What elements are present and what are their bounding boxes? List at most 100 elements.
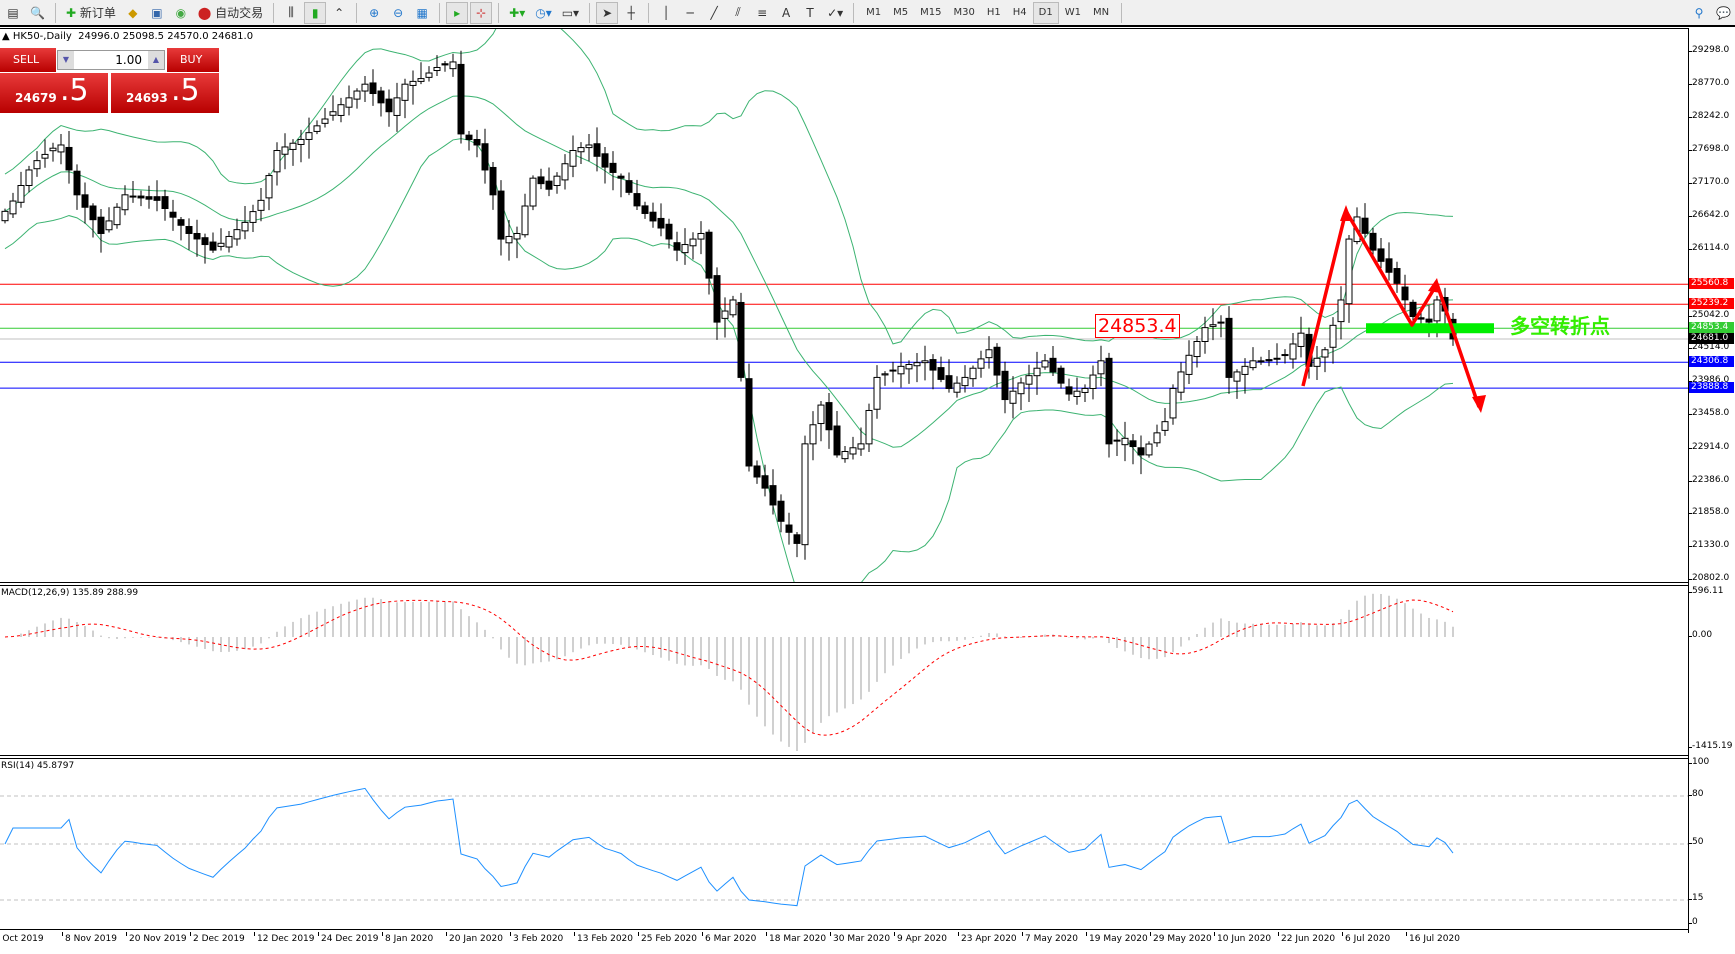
bollinger-upper <box>4 29 1454 345</box>
zoom-out-icon[interactable]: ⊖ <box>393 5 404 20</box>
separator <box>1121 2 1123 23</box>
buy-price-pip: .5 <box>171 73 200 108</box>
new-order-button[interactable]: ✚ 新订单 <box>62 2 120 24</box>
bull-candle <box>561 163 569 181</box>
rsi-panel[interactable]: RSI(14) 45.8797 <box>0 758 1688 930</box>
lot-input[interactable]: 1.00 <box>115 53 142 67</box>
auto-trading-button[interactable]: ⬤ 自动交易 <box>194 2 267 24</box>
bear-candle <box>1417 317 1425 320</box>
bear-candle <box>713 275 721 323</box>
bear-candle <box>609 162 617 173</box>
timeframe-d1[interactable]: D1 <box>1032 1 1059 24</box>
bear-candle <box>137 195 145 199</box>
chat-icon[interactable]: 💬 <box>1716 5 1731 20</box>
periods-icon[interactable]: ◷▾ <box>535 5 552 20</box>
price-chart-canvas <box>0 29 1688 582</box>
bear-candle <box>169 211 177 218</box>
bear-candle <box>593 143 601 157</box>
bull-candle <box>1257 360 1265 363</box>
bear-candle <box>945 375 953 389</box>
data-window-icon[interactable]: 🔍 <box>30 5 45 20</box>
bull-candle <box>1337 299 1345 323</box>
horizontal-line-icon[interactable]: ─ <box>686 5 694 20</box>
bar-chart-icon[interactable]: ⫼ <box>288 5 294 19</box>
auto-scroll-icon[interactable]: ▸ <box>446 1 469 24</box>
cursor-icon[interactable]: ➤ <box>596 1 619 24</box>
bear-candle <box>1129 440 1137 448</box>
price-axis[interactable]: 20802.0 21330.0 21858.0 22386.0 22914.0 23458… <box>1688 28 1735 933</box>
bull-candle <box>809 424 817 445</box>
sell-button[interactable]: SELL <box>0 48 56 72</box>
bull-candle <box>1201 327 1209 342</box>
bull-candle <box>817 404 825 425</box>
text-label-icon[interactable]: T <box>806 5 814 20</box>
tile-windows-icon[interactable]: ▦ <box>416 5 428 20</box>
vertical-line-icon[interactable]: │ <box>662 5 670 20</box>
bull-candle <box>241 221 249 232</box>
timeframe-h4[interactable]: H4 <box>1012 7 1027 18</box>
bear-candle <box>641 205 649 214</box>
signals-icon[interactable]: ◉ <box>175 5 187 20</box>
bull-candle <box>681 244 689 254</box>
timeframe-m5[interactable]: M5 <box>893 7 909 18</box>
bull-candle <box>337 104 345 116</box>
candlestick-chart-icon[interactable]: ▮ <box>304 1 327 24</box>
fibonacci-icon[interactable]: ≡ <box>757 5 768 20</box>
sell-price[interactable]: 24679.5 <box>0 73 108 113</box>
lot-stepper[interactable]: ▼ 1.00 ▲ <box>57 50 165 70</box>
separator <box>356 2 358 23</box>
price-tick: 26642.0 <box>1688 210 1730 221</box>
bull-candle <box>1193 340 1201 358</box>
search-icon[interactable]: ⚲ <box>1694 5 1704 20</box>
price-tick: 21858.0 <box>1688 507 1730 518</box>
bear-candle <box>1137 447 1145 456</box>
bull-candle <box>57 144 65 153</box>
bull-candle <box>977 358 985 369</box>
metaeditor-icon[interactable]: ◆ <box>128 5 138 20</box>
timeframe-h1[interactable]: H1 <box>986 7 1001 18</box>
timeframe-m1[interactable]: M1 <box>866 7 882 18</box>
bull-candle <box>329 111 337 116</box>
bull-candle <box>1273 357 1281 360</box>
price-label-box: 24853.4 <box>1095 314 1180 338</box>
bear-candle <box>601 153 609 168</box>
separator <box>648 2 650 23</box>
line-chart-icon[interactable]: ⌃ <box>334 5 345 20</box>
timeframe-bar: M1 M5 M15 M30 H1 H4 D1 W1 MN <box>860 1 1115 24</box>
rsi-scale-tick: 50 <box>1688 837 1704 847</box>
terminal-icon[interactable]: ▣ <box>151 5 163 20</box>
buy-label: BUY <box>180 53 203 66</box>
bull-candle <box>1145 443 1153 456</box>
buy-button[interactable]: BUY <box>167 48 219 72</box>
templates-icon[interactable]: ▭▾ <box>561 5 580 20</box>
lot-decrease-icon[interactable]: ▼ <box>58 51 74 69</box>
lot-increase-icon[interactable]: ▲ <box>148 51 164 69</box>
date-tick: 2 Dec 2019 <box>190 932 245 944</box>
bear-candle <box>457 63 465 135</box>
bull-candle <box>1321 349 1329 358</box>
buy-price[interactable]: 24693.5 <box>111 73 219 113</box>
price-chart[interactable]: 24853.4 多空转折点 <box>0 28 1688 583</box>
bear-candle <box>537 176 545 185</box>
trendline-icon[interactable]: ╱ <box>710 5 718 20</box>
bear-candle <box>153 196 161 201</box>
equidistant-channel-icon[interactable]: ⫽ <box>735 5 741 19</box>
indicators-icon[interactable]: ✚▾ <box>509 5 526 20</box>
bull-candle <box>913 362 921 367</box>
bull-candle <box>1121 437 1129 446</box>
date-tick: 3 Feb 2020 <box>509 932 564 944</box>
crosshair-icon[interactable]: ┼ <box>627 5 635 20</box>
market-watch-icon[interactable]: ▤ <box>7 5 19 20</box>
bear-candle <box>769 485 777 506</box>
timeframe-m30[interactable]: M30 <box>953 7 975 18</box>
timeframe-w1[interactable]: W1 <box>1064 7 1081 18</box>
timeframe-m15[interactable]: M15 <box>920 7 942 18</box>
bull-candle <box>689 238 697 247</box>
zoom-in-icon[interactable]: ⊕ <box>369 5 380 20</box>
arrows-icon[interactable]: ✓▾ <box>827 5 844 20</box>
macd-panel[interactable]: MACD(12,26,9) 135.89 288.99 <box>0 585 1688 756</box>
chart-shift-icon[interactable]: ⊹ <box>470 1 493 24</box>
text-icon[interactable]: A <box>781 5 791 20</box>
timeframe-mn[interactable]: MN <box>1092 7 1110 18</box>
